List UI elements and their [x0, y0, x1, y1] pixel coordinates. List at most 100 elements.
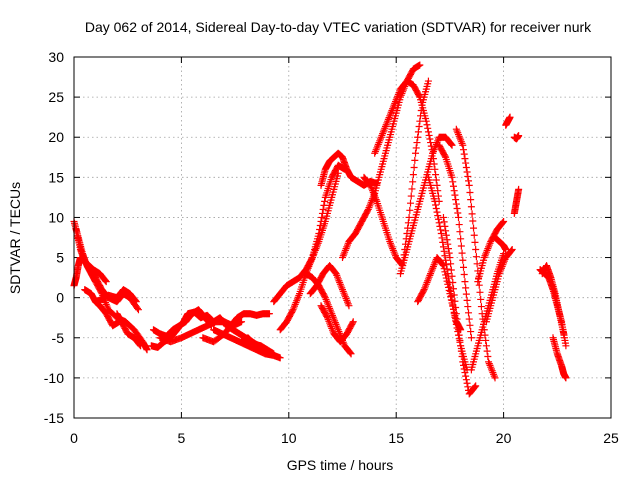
data-point: [466, 321, 474, 329]
data-point: [454, 326, 462, 334]
data-point: [426, 135, 434, 143]
data-point: [133, 304, 141, 312]
series-track-p: [306, 262, 353, 310]
data-point: [508, 246, 516, 254]
data-point: [499, 218, 507, 226]
data-point: [471, 383, 479, 391]
data-point: [446, 254, 454, 262]
series-track-l: [238, 334, 278, 358]
y-tick-label: -10: [44, 370, 64, 386]
data-point: [411, 156, 419, 164]
data-point: [460, 146, 468, 154]
y-tick-label: 0: [56, 290, 64, 306]
data-point: [419, 287, 427, 295]
data-point: [407, 192, 415, 200]
x-tick-label: 10: [281, 430, 297, 446]
data-point: [423, 121, 431, 129]
data-point: [450, 187, 458, 195]
y-axis-ticks: -15 -10 -5 0 5 10 15 20 25 30: [44, 49, 611, 426]
data-point: [413, 139, 421, 147]
data-point: [406, 206, 414, 214]
data-point: [288, 307, 296, 315]
data-point: [442, 227, 450, 235]
data-point: [464, 303, 472, 311]
data-point: [454, 320, 462, 328]
data-point: [437, 226, 445, 234]
x-axis-ticks: 0 5 10 15 20 25: [70, 57, 619, 446]
y-tick-label: 5: [56, 250, 64, 266]
data-point: [467, 334, 475, 342]
data-point: [464, 383, 472, 391]
data-point: [132, 297, 140, 305]
data-point: [459, 141, 467, 149]
series-track-r: [317, 302, 357, 346]
data-point: [469, 217, 477, 225]
data-point: [425, 131, 433, 139]
series-track-s: [339, 61, 424, 262]
data-point: [437, 229, 445, 237]
data-point: [132, 298, 140, 306]
data-point: [416, 61, 424, 69]
data-point: [458, 249, 466, 257]
data-point: [143, 346, 151, 354]
data-point: [443, 236, 451, 244]
y-tick-label: -5: [52, 330, 65, 346]
data-point: [407, 199, 415, 207]
series-track-d: [81, 286, 123, 330]
series-track-ah: [510, 185, 523, 217]
x-axis-label: GPS time / hours: [287, 457, 394, 473]
data-point: [444, 245, 452, 253]
data-point: [431, 197, 439, 205]
data-point: [465, 309, 473, 317]
data-point: [460, 270, 468, 278]
data-point: [410, 164, 418, 172]
data-point: [445, 249, 453, 257]
data-point: [435, 219, 443, 227]
data-point: [432, 171, 440, 179]
data-point: [449, 285, 457, 293]
data-point: [432, 205, 440, 213]
series-track-e: [91, 286, 140, 306]
data-marks: [70, 61, 570, 398]
data-point: [433, 208, 441, 216]
data-point: [452, 303, 460, 311]
data-point: [462, 290, 470, 298]
y-tick-label: -15: [44, 410, 64, 426]
data-point: [459, 256, 467, 264]
data-point: [137, 342, 145, 350]
data-point: [461, 369, 469, 377]
y-tick-label: 15: [48, 169, 64, 185]
data-point: [440, 218, 448, 226]
data-point: [422, 117, 430, 125]
data-point: [442, 231, 450, 239]
data-point: [463, 168, 471, 176]
data-point: [560, 330, 568, 338]
x-tick-label: 5: [178, 430, 186, 446]
data-point: [465, 181, 473, 189]
data-point: [449, 182, 457, 190]
data-point: [416, 117, 424, 125]
data-point: [506, 113, 514, 121]
data-point: [448, 141, 456, 149]
data-point: [452, 200, 460, 208]
data-point: [457, 347, 465, 355]
data-point: [455, 331, 463, 339]
data-point: [447, 260, 455, 268]
data-point: [465, 315, 473, 323]
series-track-n: [276, 169, 342, 334]
grid: [74, 57, 611, 418]
data-point: [472, 382, 480, 390]
data-point: [460, 361, 468, 369]
data-point: [464, 172, 472, 180]
data-point: [448, 272, 456, 280]
data-point: [562, 342, 570, 350]
data-point: [473, 260, 481, 268]
data-point: [456, 228, 464, 236]
data-point: [415, 123, 423, 131]
data-point: [467, 196, 475, 204]
data-point: [442, 261, 450, 269]
y-tick-label: 10: [48, 209, 64, 225]
data-point: [451, 191, 459, 199]
data-point: [447, 140, 455, 148]
data-point: [460, 263, 468, 271]
